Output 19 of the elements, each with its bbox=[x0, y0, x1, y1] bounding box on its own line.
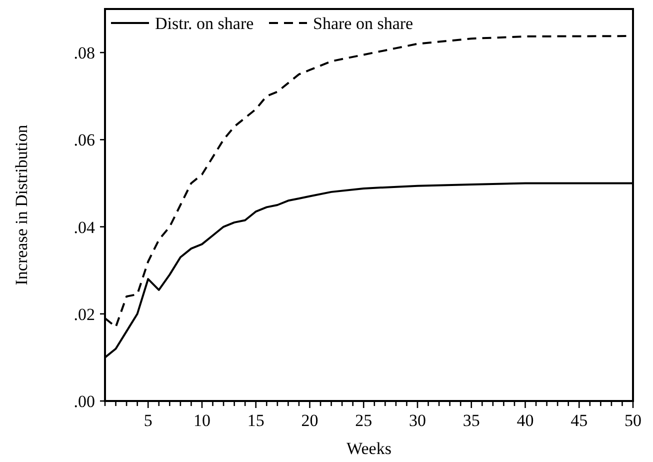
x-tick-label: 5 bbox=[144, 411, 152, 430]
legend-label: Distr. on share bbox=[155, 14, 254, 33]
legend-label: Share on share bbox=[313, 14, 414, 33]
x-tick-label: 30 bbox=[408, 411, 426, 430]
x-axis-title: Weeks bbox=[346, 439, 392, 458]
x-tick-label: 20 bbox=[301, 411, 318, 430]
y-tick-label: .00 bbox=[74, 392, 95, 411]
y-tick-label: .04 bbox=[74, 218, 96, 237]
y-axis-title: Increase in Distribution bbox=[12, 124, 31, 286]
x-tick-label: 35 bbox=[462, 411, 480, 430]
y-tick-label: .08 bbox=[74, 44, 95, 63]
x-tick-label: 25 bbox=[355, 411, 372, 430]
y-tick-label: .02 bbox=[74, 304, 95, 324]
x-tick-label: 45 bbox=[570, 411, 588, 430]
x-tick-label: 15 bbox=[247, 411, 264, 430]
x-tick-label: 40 bbox=[516, 411, 534, 430]
x-tick-label: 10 bbox=[193, 411, 210, 430]
y-tick-label: .06 bbox=[74, 130, 95, 150]
x-tick-label: 50 bbox=[624, 411, 642, 430]
